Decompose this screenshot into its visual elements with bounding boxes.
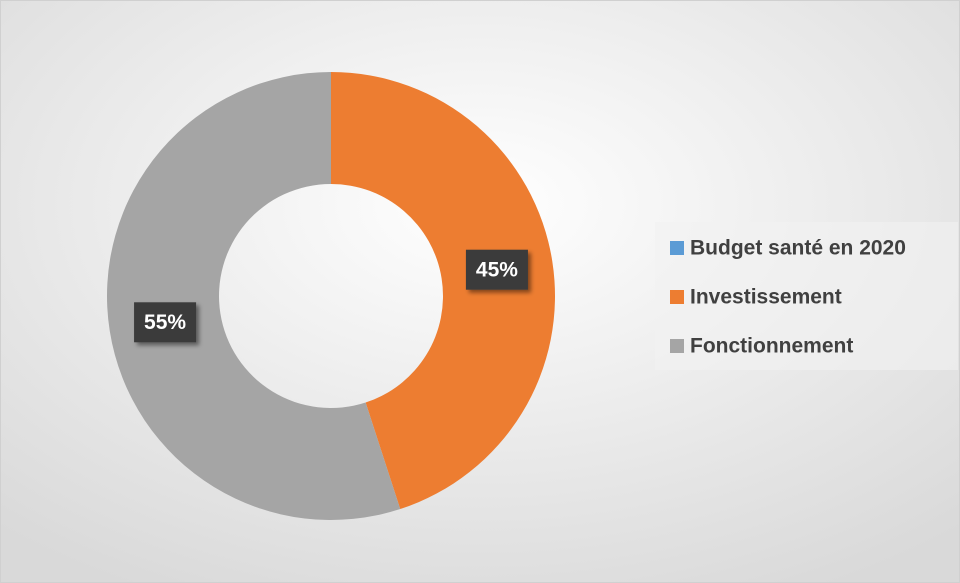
data-label-box — [465, 249, 528, 290]
data-label-box — [134, 302, 197, 343]
legend-swatch — [670, 339, 684, 353]
legend-label: Investissement — [690, 286, 842, 309]
donut-slice — [331, 72, 556, 510]
donut-slice — [107, 72, 401, 520]
legend-label: Fonctionnement — [690, 335, 853, 358]
legend-box — [655, 222, 958, 370]
data-label: 45% — [476, 258, 518, 281]
legend-swatch — [670, 241, 684, 255]
legend-swatch — [670, 290, 684, 304]
legend-label: Budget santé en 2020 — [690, 237, 906, 260]
data-label: 55% — [144, 311, 186, 334]
